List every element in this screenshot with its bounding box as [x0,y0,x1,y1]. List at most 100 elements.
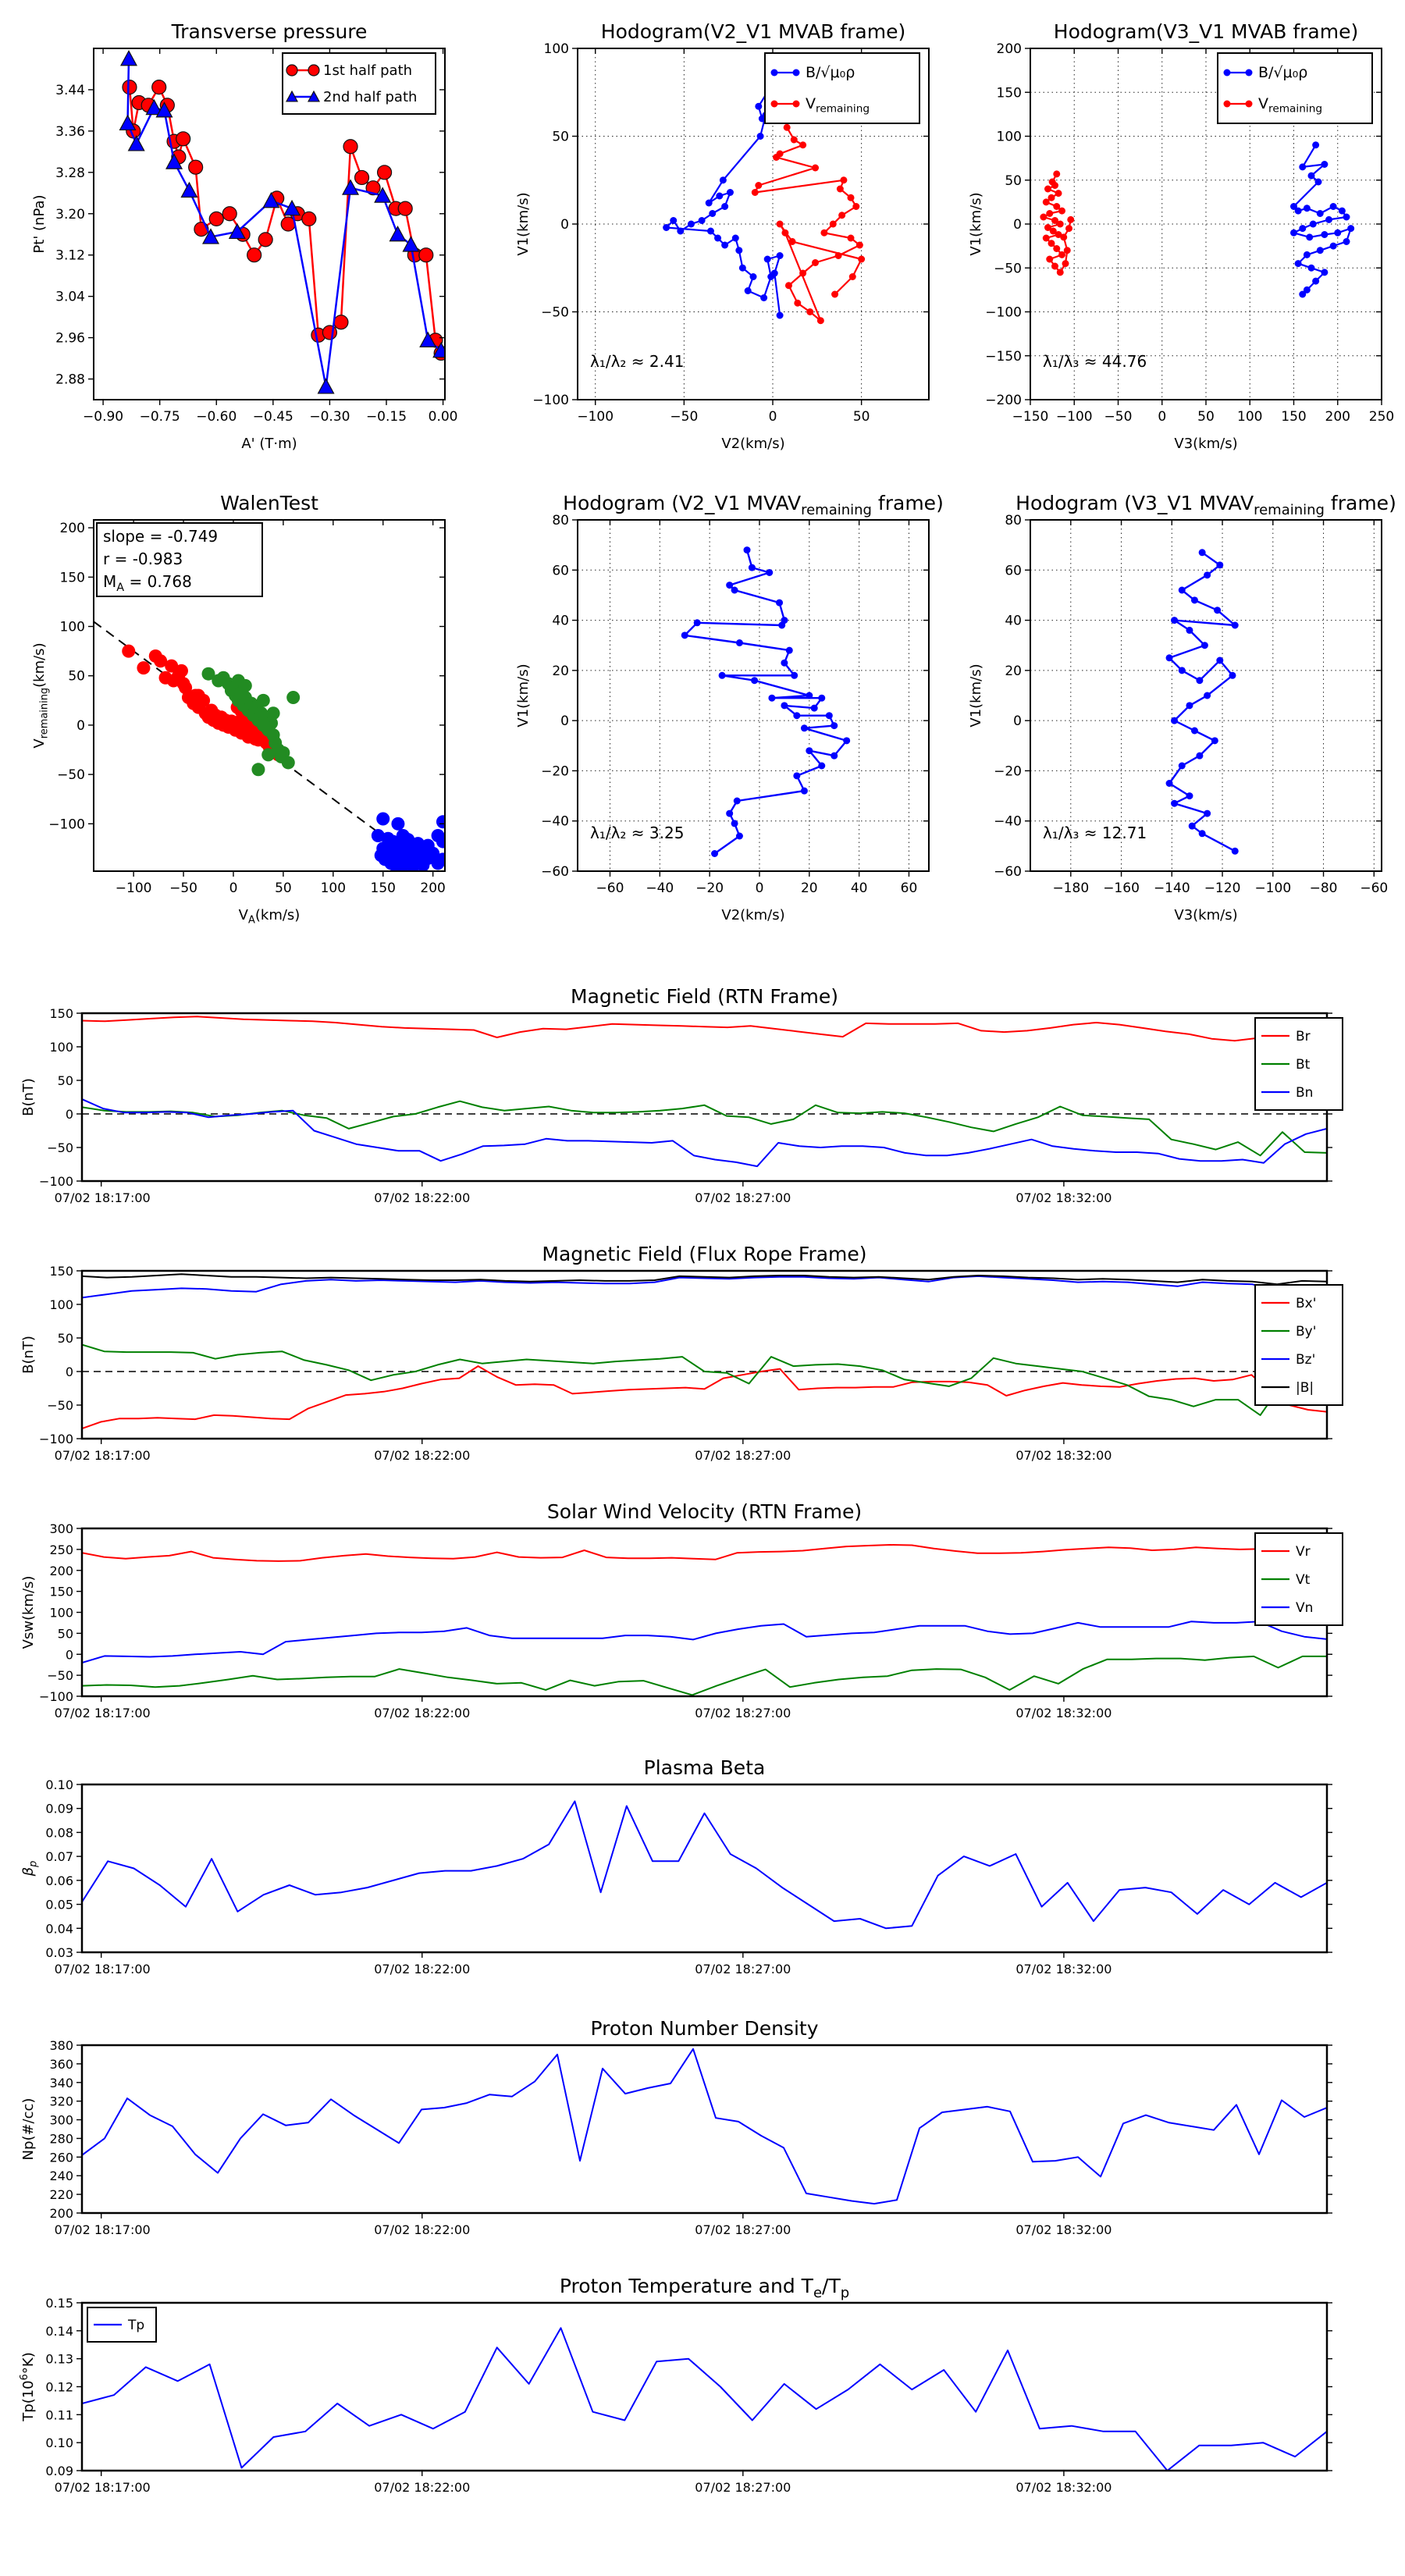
series-Bx' [82,1365,1327,1430]
svg-text:−100: −100 [116,881,152,896]
svg-text:−100: −100 [1056,409,1093,425]
series-walen-test-1 [201,667,301,777]
svg-text:07/02 18:22:00: 07/02 18:22:00 [374,1706,470,1720]
panel-transverse-pressure: −0.90 −0.75 −0.60 −0.45 −0.30 −0.15 0.00 2.88 2.… [16,14,468,478]
svg-text:60: 60 [552,563,569,578]
grid [1030,48,1382,400]
series-V_{remaining} [751,123,866,325]
chart-title: Hodogram(V3_V1 MVAB frame) [1054,20,1358,43]
svg-text:200: 200 [997,41,1022,57]
svg-text:slope = -0.749: slope = -0.749 [103,527,218,546]
svg-text:20: 20 [801,881,818,896]
svg-text:07/02 18:17:00: 07/02 18:17:00 [55,2222,151,2237]
svg-text:−50: −50 [47,1398,73,1413]
chart-title: Proton Number Density [591,2017,819,2040]
svg-text:250: 250 [1369,409,1394,425]
svg-text:60: 60 [901,881,918,896]
svg-text:−0.15: −0.15 [366,409,407,425]
panel-walen-test: −100 −50 0 50 100 150 200 −100 −50 0 50 100 150 200 Wa… [16,486,468,949]
series-ts-plasma-beta-0 [82,1800,1327,1930]
svg-text:07/02 18:27:00: 07/02 18:27:00 [695,2480,791,2495]
series-B/√μ₀ρ [1290,141,1355,298]
series-Bt [82,1100,1327,1157]
svg-text:150: 150 [371,881,396,896]
svg-text:100: 100 [1237,409,1262,425]
legend: B/√μ₀ρ Vremaining [764,52,920,124]
svg-text:0: 0 [66,1647,73,1662]
svg-text:40: 40 [1005,614,1022,629]
svg-text:0: 0 [769,409,777,425]
svg-text:200: 200 [49,2206,73,2221]
series-hodogram-v3v1-mvav-0 [1165,549,1239,855]
svg-text:340: 340 [49,2076,73,2090]
chart-title: Plasma Beta [644,1756,766,1779]
svg-text:0: 0 [66,1107,73,1122]
svg-text:360: 360 [49,2057,73,2072]
y-axis-label: B(nT) [20,1078,37,1116]
chart-title: Hodogram(V2_V1 MVAB frame) [601,20,905,43]
svg-text:07/02 18:17:00: 07/02 18:17:00 [55,1448,151,1463]
x-axis-label: V3(km/s) [1174,436,1237,452]
svg-text:150: 150 [49,1585,73,1599]
panel-hodogram-v2v1-mvav: −60 −40 −20 0 20 40 60 −60 −40 −20 0 20 40 60 80 Hodogr… [500,486,952,949]
x-axis-label: VA(km/s) [239,907,301,926]
svg-text:0.03: 0.03 [45,1945,73,1960]
svg-text:B/√μ₀ρ: B/√μ₀ρ [1258,64,1307,81]
svg-text:−50: −50 [47,1140,73,1155]
svg-text:−100: −100 [39,1174,73,1189]
svg-text:07/02 18:17:00: 07/02 18:17:00 [55,2480,151,2495]
svg-text:−100: −100 [1254,881,1291,896]
svg-text:−40: −40 [541,814,569,830]
series-2nd half path [119,49,445,394]
svg-text:−140: −140 [1154,881,1190,896]
svg-text:−0.90: −0.90 [83,409,123,425]
grid [578,520,929,871]
svg-text:0.00: 0.00 [429,409,458,425]
grid [1030,520,1382,871]
svg-text:−80: −80 [1310,881,1338,896]
transverse-pressure-chart: −0.90 −0.75 −0.60 −0.45 −0.30 −0.15 0.00 2.88 2.… [16,14,468,478]
series-Tp [82,2327,1327,2471]
chart-title: WalenTest [220,492,318,514]
svg-text:0.06: 0.06 [45,1873,73,1888]
svg-text:3.36: 3.36 [55,124,85,140]
svg-text:Vn: Vn [1296,1600,1313,1616]
svg-text:0.09: 0.09 [45,2464,73,2478]
svg-text:0: 0 [1013,217,1022,233]
panel-ts-proton-temp: 07/02 18:17:00 07/02 18:22:00 07/02 18:27:… [16,2272,1358,2514]
plot-frame [577,519,930,872]
chart-title: Magnetic Field (Flux Rope Frame) [542,1243,866,1265]
series-hodogram-v2v1-mvav-0 [681,546,851,857]
svg-text:20: 20 [552,664,569,679]
svg-text:−0.60: −0.60 [196,409,237,425]
svg-text:−0.45: −0.45 [253,409,293,425]
svg-text:07/02 18:32:00: 07/02 18:32:00 [1016,1706,1112,1720]
svg-text:07/02 18:22:00: 07/02 18:22:00 [374,1448,470,1463]
svg-text:−60: −60 [596,881,624,896]
panel-ts-magnetic-fluxrope: 07/02 18:17:00 07/02 18:22:00 07/02 18:27:… [16,1240,1358,1482]
svg-text:−20: −20 [994,763,1022,779]
svg-text:0.14: 0.14 [45,2324,73,2339]
series-1st half path [122,80,445,361]
svg-text:Bn: Bn [1296,1085,1313,1101]
svg-text:07/02 18:32:00: 07/02 18:32:00 [1016,1190,1112,1205]
svg-text:0: 0 [756,881,764,896]
series-Bz' [82,1275,1327,1299]
series-V_{remaining} [1040,170,1075,276]
svg-text:200: 200 [1325,409,1350,425]
svg-text:−160: −160 [1103,881,1140,896]
svg-text:07/02 18:27:00: 07/02 18:27:00 [695,2222,791,2237]
svg-text:−200: −200 [985,393,1022,408]
y-axis-label: Vremaining(km/s) [31,642,50,748]
svg-text:40: 40 [851,881,868,896]
svg-text:100: 100 [544,41,569,57]
legend: 1st half path 2nd half path [282,52,436,115]
panel-hodogram-v2v1-mvab: −100 −50 0 50 −100 −50 0 50 100 Hodogram(V2_V1 MV… [500,14,952,478]
annotation: λ₁/λ₂ ≈ 2.41 [590,352,684,371]
svg-text:80: 80 [1005,513,1022,528]
svg-text:20: 20 [1005,664,1022,679]
svg-text:300: 300 [49,1521,73,1536]
y-axis-label: Pt' (nPa) [31,194,48,253]
svg-text:0.12: 0.12 [45,2380,73,2395]
svg-text:200: 200 [60,521,85,536]
